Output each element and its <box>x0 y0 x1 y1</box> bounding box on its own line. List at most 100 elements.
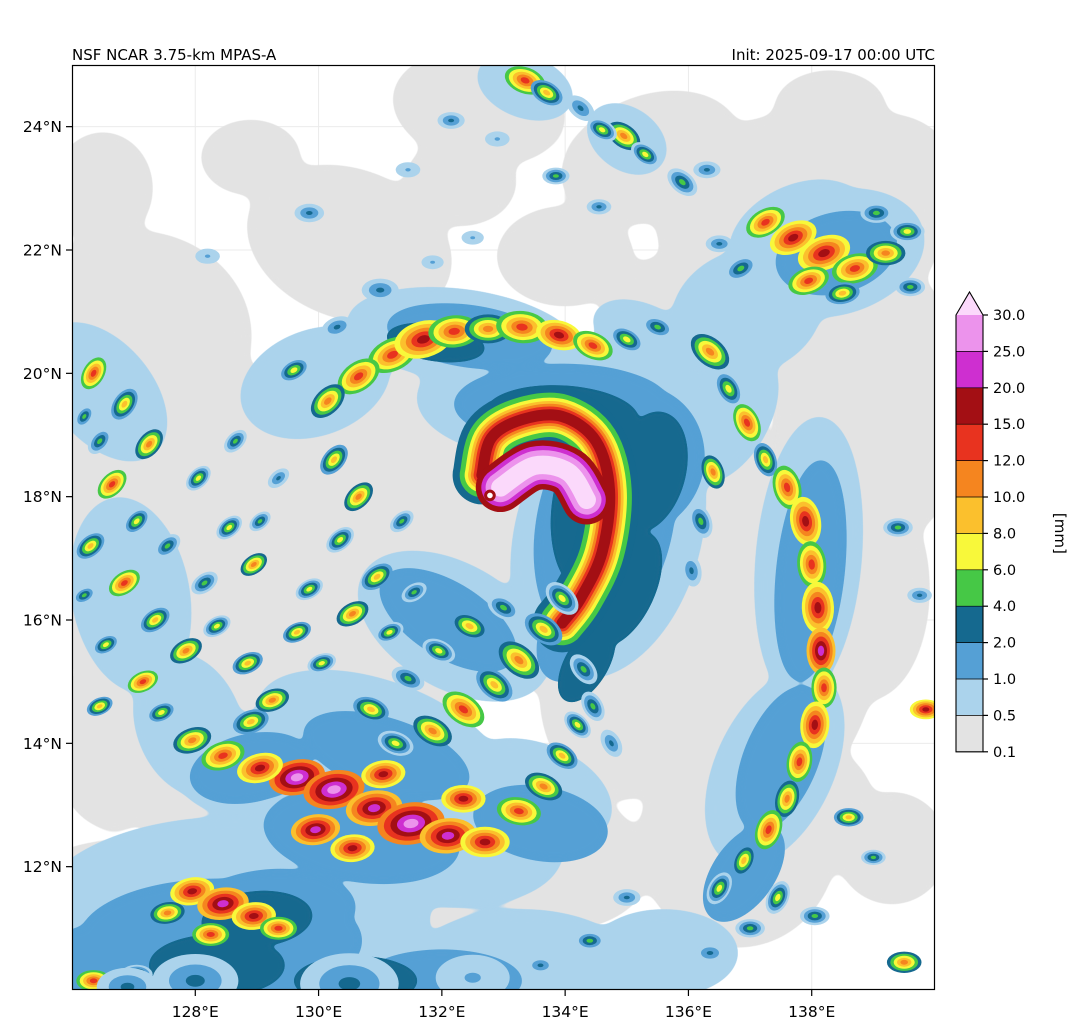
plot-frame <box>71 64 936 991</box>
colorbar-over-arrow <box>956 292 983 315</box>
init-time: Init: 2025-09-17 00:00 UTC <box>731 46 935 64</box>
precip-cell <box>733 404 761 442</box>
precip-cell <box>140 607 170 633</box>
precip-cell <box>451 612 489 641</box>
precip-cell <box>754 810 783 850</box>
precip-cell <box>496 310 548 344</box>
precip-cell <box>546 742 578 769</box>
precip-cell <box>391 666 425 691</box>
precip-cell <box>154 534 181 558</box>
precip-cell <box>907 587 932 603</box>
precip-cell <box>569 654 598 685</box>
precip-cell <box>231 902 276 930</box>
precip-cell <box>186 465 211 491</box>
precip-cell <box>797 234 851 272</box>
precip-cell <box>765 881 790 914</box>
precip-cell <box>460 826 510 858</box>
precip-cell <box>886 951 922 973</box>
precip-cell <box>586 199 612 215</box>
precip-cell <box>587 118 617 142</box>
y-tick-label: 16°N <box>23 612 62 630</box>
precip-cell <box>811 667 837 709</box>
precip-cell <box>689 504 713 538</box>
precip-cell <box>714 370 743 407</box>
precip-cell <box>267 468 290 489</box>
precip-cell <box>833 808 864 827</box>
x-tick-label: 132°E <box>418 1003 465 1021</box>
precip-cell <box>769 220 817 256</box>
precip-cell <box>111 388 138 420</box>
colorbar-segments <box>956 315 983 752</box>
precip-cell <box>545 582 579 615</box>
precip-cell <box>96 967 159 990</box>
x-tick-label: 136°E <box>665 1003 712 1021</box>
y-tick-label: 20°N <box>23 365 62 383</box>
precip-cell <box>631 142 660 167</box>
precip-cell <box>295 578 323 601</box>
model-title: NSF NCAR 3.75-km MPAS-A <box>72 46 277 64</box>
precip-cell <box>237 752 283 784</box>
colorbar-tick-label: 20.0 <box>993 381 1025 397</box>
precip-cell <box>232 651 263 675</box>
precip-cell <box>801 581 835 634</box>
precip-cell <box>485 131 510 147</box>
precip-cell <box>476 668 513 702</box>
precip-cell <box>437 112 465 129</box>
precip-cell <box>487 595 520 621</box>
precip-cell <box>735 919 765 938</box>
precip-cell <box>72 586 96 605</box>
precip-cell <box>152 954 239 990</box>
precip-cell <box>192 923 230 946</box>
precip-cell <box>731 844 757 877</box>
precip-cell <box>303 770 365 810</box>
precip-cell <box>530 80 563 106</box>
precip-cell <box>693 161 721 179</box>
colorbar-tick-label: 15.0 <box>993 417 1025 433</box>
precip-cell <box>724 255 757 282</box>
precip-cell <box>442 691 485 728</box>
precip-cell <box>361 563 393 591</box>
precip-cell <box>825 282 860 305</box>
colorbar: 30.0 25.0 20.0 15.0 12.0 10.0 8.0 6.0 4.0 2.0 1.0 0… <box>955 290 1069 761</box>
precip-cell <box>690 333 730 370</box>
precip-cell <box>422 638 456 663</box>
precip-cell <box>127 670 158 693</box>
precip-cell <box>775 780 800 817</box>
precip-cell <box>310 384 345 418</box>
colorbar-tick-label: 30.0 <box>993 308 1025 324</box>
precip-cell <box>336 601 369 627</box>
x-tick-label: 130°E <box>295 1003 342 1021</box>
precip-cell <box>701 455 725 489</box>
precip-cell <box>800 906 830 926</box>
colorbar-tick-label: 25.0 <box>993 344 1025 360</box>
precip-cell <box>421 255 444 270</box>
colorbar-tick-label: 6.0 <box>993 563 1016 579</box>
precip-cell <box>240 553 268 576</box>
precip-cell <box>320 444 348 475</box>
colorbar-ticks: 30.0 25.0 20.0 15.0 12.0 10.0 8.0 6.0 4.0 2.0 1.0 0… <box>956 308 1025 761</box>
precip-cell <box>806 627 836 675</box>
precip-cell <box>249 511 271 532</box>
precip-cell <box>642 316 674 338</box>
precip-cell <box>573 330 613 361</box>
colorbar-tick-label: 2.0 <box>993 636 1016 652</box>
precip-cell <box>173 727 212 754</box>
storm-eye <box>484 489 496 502</box>
precip-cell <box>401 582 427 603</box>
precip-cell <box>375 621 404 643</box>
precip-cell <box>705 235 733 253</box>
precip-cell <box>525 772 563 801</box>
y-tick-label: 22°N <box>23 242 62 260</box>
colorbar-tick-label: 1.0 <box>993 672 1016 688</box>
colorbar-tick-label: 0.5 <box>993 708 1016 724</box>
precip-cell <box>203 615 231 638</box>
precip-cell <box>92 633 120 656</box>
precip-cell <box>831 253 878 284</box>
precip-cell <box>861 849 886 865</box>
axes: 128°E 130°E 132°E 134°E 136°E 138°E 24°N 22°N 20… <box>23 118 835 1021</box>
precip-cell <box>607 121 641 151</box>
precip-cell <box>788 266 829 295</box>
precip-cell <box>390 510 414 533</box>
precip-map: 128°E 130°E 132°E 134°E 136°E 138°E 24°N 22°N 20… <box>23 64 936 1021</box>
precip-cell <box>146 701 177 724</box>
